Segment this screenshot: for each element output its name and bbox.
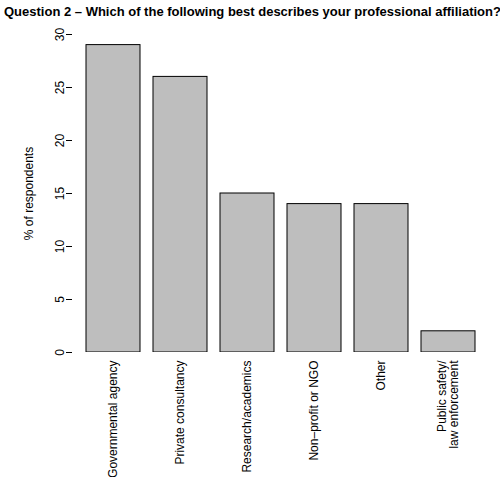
svg-text:Other: Other [374,361,388,391]
svg-text:% of respondents: % of respondents [22,147,36,240]
svg-text:10: 10 [53,240,67,254]
svg-text:Non–profit or NGO: Non–profit or NGO [307,361,321,461]
svg-text:Public safety/law enforcement: Public safety/law enforcement [435,360,461,449]
svg-text:30: 30 [53,28,67,42]
svg-text:0: 0 [53,349,67,356]
svg-text:Research/academics: Research/academics [240,361,254,473]
svg-text:20: 20 [53,134,67,148]
svg-text:15: 15 [53,187,67,201]
svg-text:Private consultancy: Private consultancy [173,361,187,465]
html-text:Question 2 – Which of the foll: Question 2 – Which of the following best… [4,4,500,19]
svg-text:Governmental agency: Governmental agency [106,361,120,477]
svg-text:25: 25 [53,81,67,95]
svg-text:5: 5 [53,296,67,303]
